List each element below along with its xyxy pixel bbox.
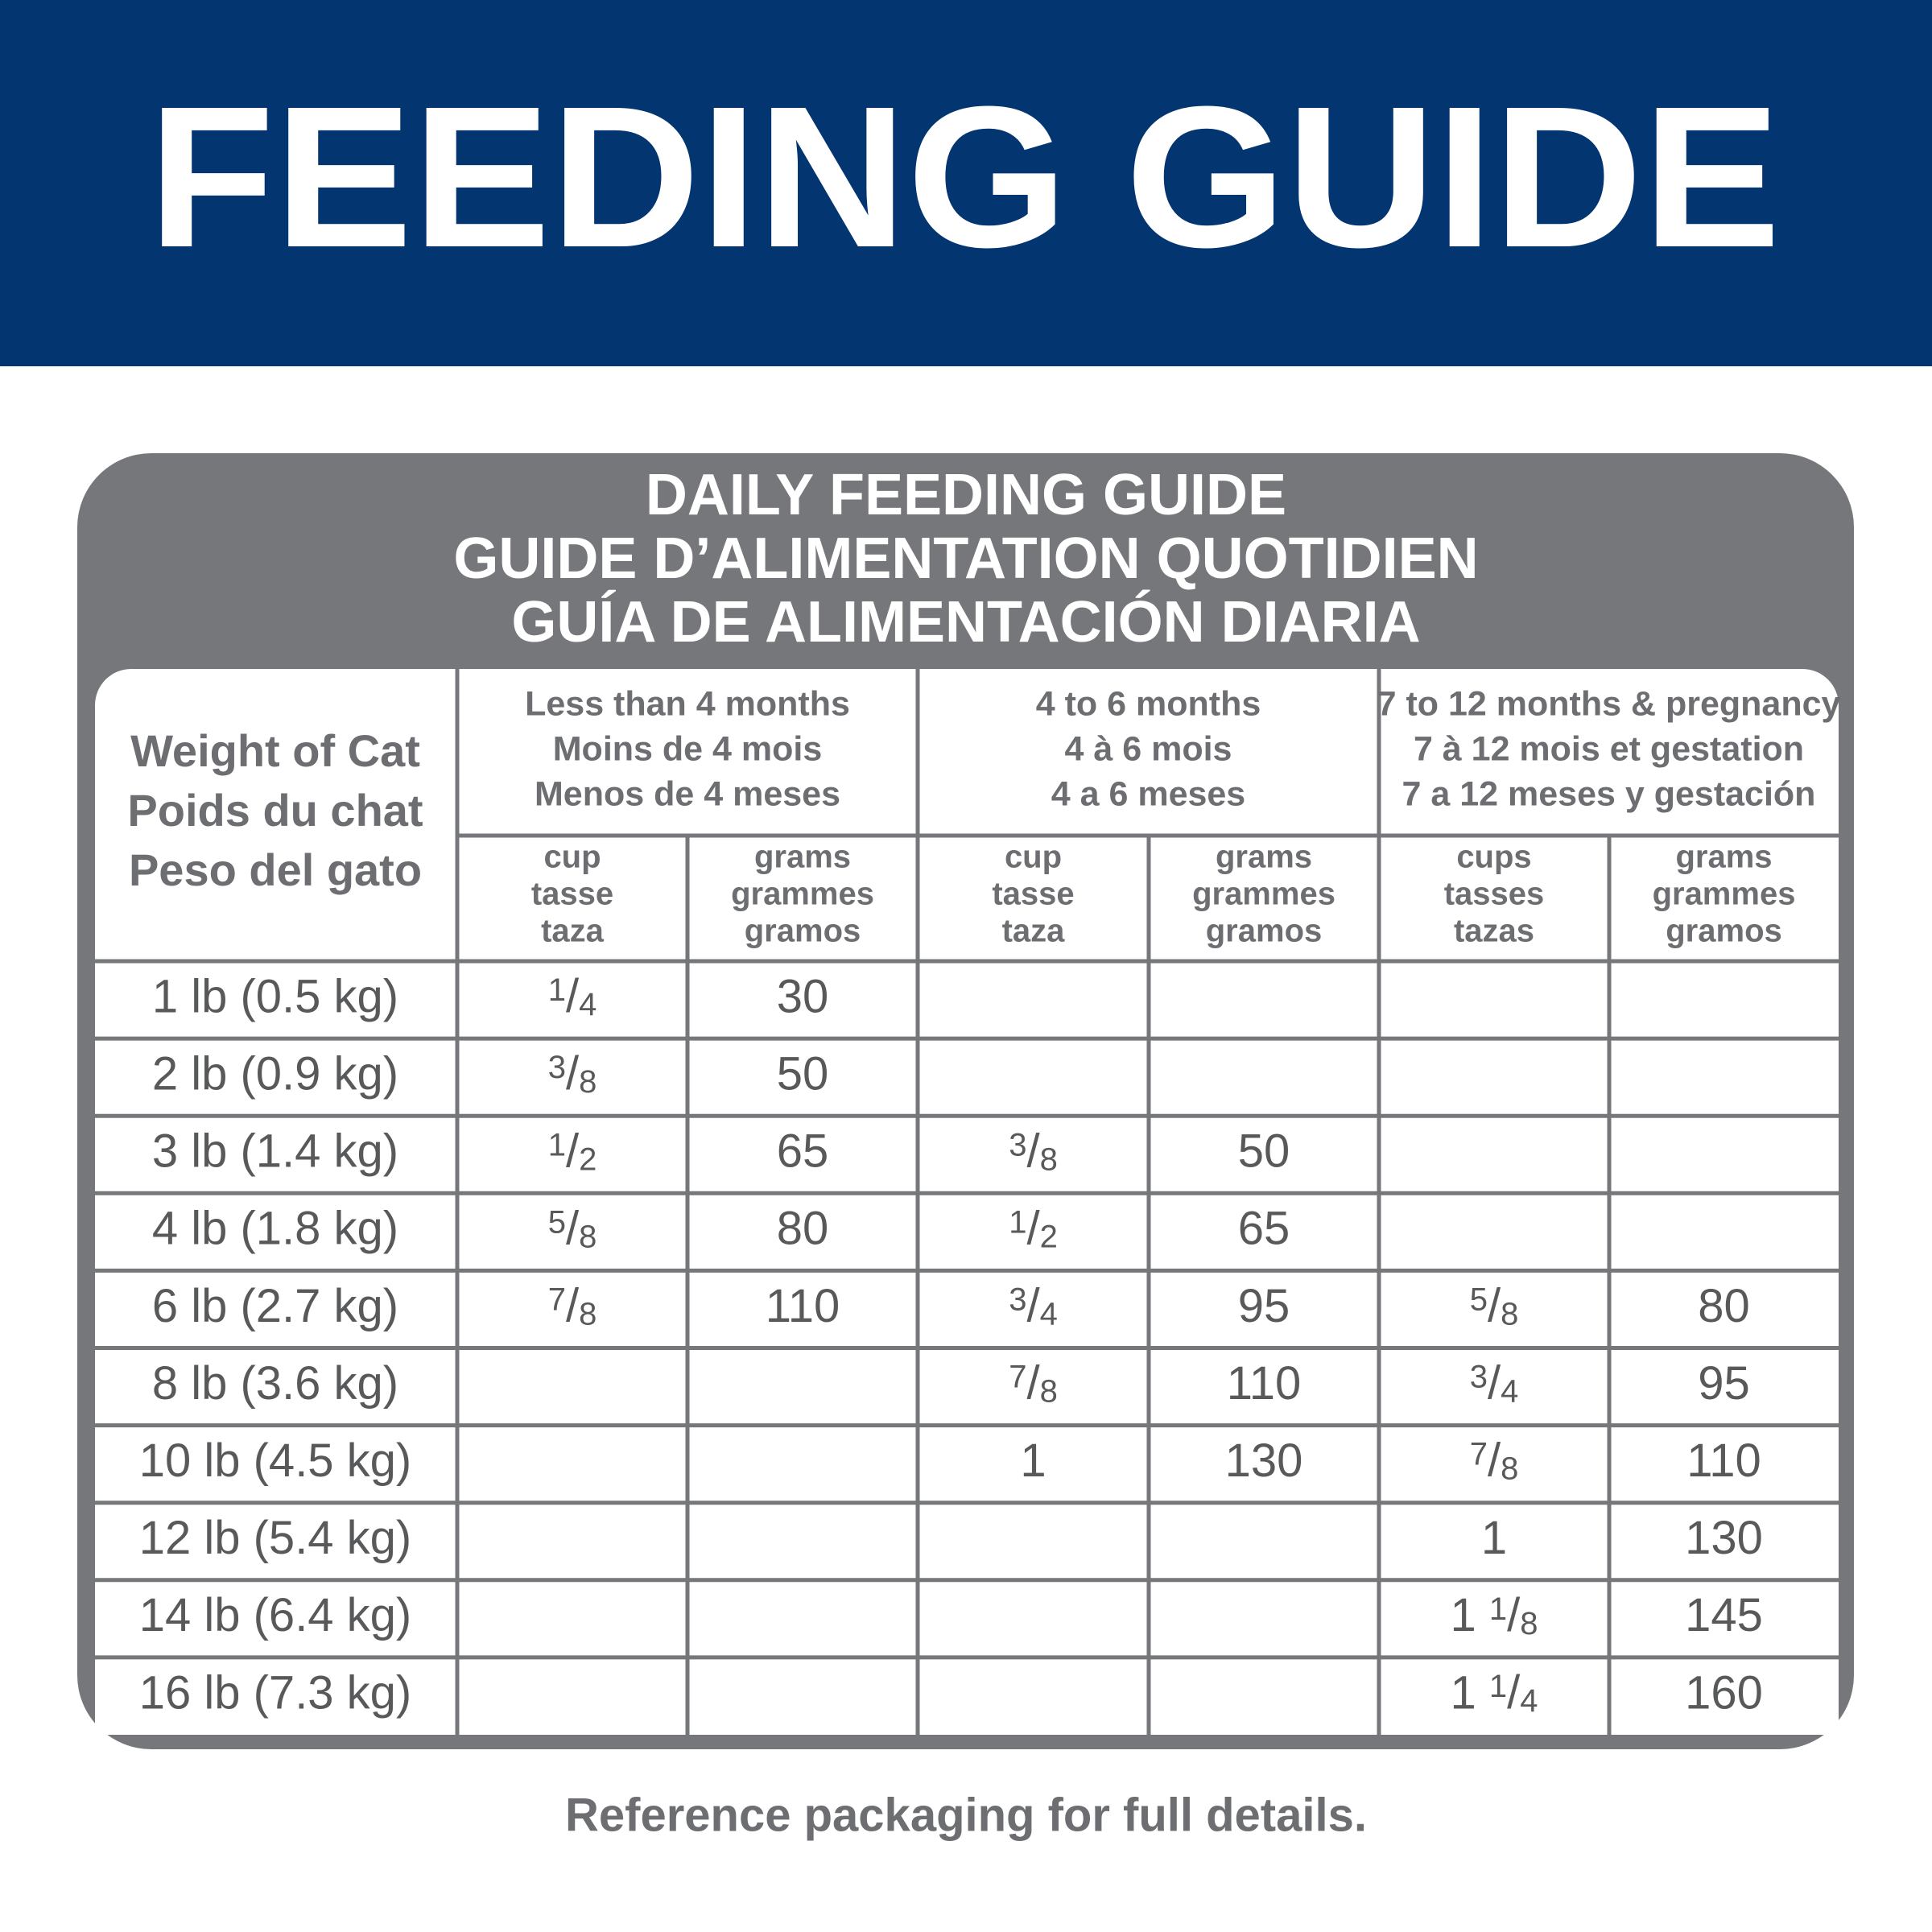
amount-cell: 7/8: [1009, 1357, 1058, 1410]
amount-cell: 1: [1481, 1512, 1507, 1564]
amount-cell: 30: [777, 970, 829, 1022]
weight-cell: 14 lb (6.4 kg): [139, 1589, 412, 1641]
amount-cell: 3/4: [1009, 1280, 1058, 1332]
amount-cell: 130: [1225, 1435, 1303, 1487]
amount-cell: 50: [1238, 1125, 1290, 1178]
amount-cell: 1/2: [1009, 1203, 1058, 1255]
panel-title-line: DAILY FEEDING GUIDE: [646, 463, 1286, 527]
age-group-label: 4 to 6 months: [1036, 684, 1261, 723]
amount-cell: 110: [766, 1280, 840, 1332]
unit-label: grams: [1675, 840, 1772, 875]
amount-cell: 7/8: [548, 1280, 597, 1332]
amount-cell: 1: [1020, 1435, 1046, 1487]
age-group-label: Moins de 4 mois: [553, 729, 823, 768]
age-group-label: Menos de 4 meses: [535, 774, 840, 813]
unit-label: grammes: [1653, 877, 1796, 912]
weight-cell: 4 lb (1.8 kg): [152, 1203, 398, 1255]
age-group-label: 4 a 6 meses: [1051, 774, 1245, 813]
weight-cell: 10 lb (4.5 kg): [139, 1435, 412, 1487]
age-group-label: 4 à 6 mois: [1065, 729, 1232, 768]
weight-cell: 8 lb (3.6 kg): [152, 1357, 398, 1410]
amount-cell: 95: [1698, 1357, 1750, 1410]
unit-label: cups: [1456, 840, 1531, 875]
unit-label: taza: [541, 914, 605, 949]
unit-label: grams: [754, 840, 851, 875]
amount-cell: 7/8: [1470, 1435, 1519, 1487]
age-group-label: Less than 4 months: [525, 684, 850, 723]
header-band: [0, 0, 1932, 366]
amount-cell: 65: [1238, 1203, 1290, 1255]
amount-cell: 110: [1227, 1357, 1301, 1410]
table-body: [95, 669, 1839, 1735]
unit-label: tasse: [531, 877, 613, 912]
unit-label: gramos: [1666, 914, 1782, 949]
unit-label: gramos: [1206, 914, 1323, 949]
amount-cell: 5/8: [548, 1203, 597, 1255]
amount-cell: 130: [1685, 1512, 1763, 1564]
weight-header-line: Peso del gato: [129, 844, 422, 895]
weight-cell: 1 lb (0.5 kg): [152, 970, 398, 1022]
amount-cell: 3/8: [548, 1047, 597, 1100]
amount-cell: 65: [777, 1125, 829, 1178]
unit-label: tazas: [1454, 914, 1534, 949]
amount-cell: 1/2: [548, 1125, 597, 1178]
age-group-label: 7 à 12 mois et gestation: [1414, 729, 1804, 768]
unit-label: grammes: [731, 877, 874, 912]
table-grid: [95, 669, 1839, 1735]
amount-cell: 80: [1698, 1280, 1750, 1332]
amount-cell: 1/4: [548, 970, 597, 1022]
panel-title-line: GUIDE D’ALIMENTATION QUOTIDIEN: [453, 526, 1478, 591]
weight-cell: 12 lb (5.4 kg): [139, 1512, 412, 1564]
amount-cell: 160: [1685, 1666, 1763, 1719]
unit-label: taza: [1002, 914, 1066, 949]
amount-cell: 145: [1685, 1589, 1763, 1641]
age-group-label: 7 to 12 months & pregnancy: [1377, 684, 1841, 723]
unit-label: tasse: [992, 877, 1074, 912]
weight-cell: 6 lb (2.7 kg): [152, 1280, 398, 1332]
amount-cell: 80: [777, 1203, 829, 1255]
weight-cell: 16 lb (7.3 kg): [139, 1666, 412, 1719]
weight-header-line: Weight of Cat: [130, 725, 420, 776]
amount-cell: 110: [1686, 1435, 1761, 1487]
panel-title-line: GUÍA DE ALIMENTACIÓN DIARIA: [511, 589, 1420, 654]
unit-label: gramos: [745, 914, 861, 949]
age-group-label: 7 a 12 meses y gestación: [1402, 774, 1816, 813]
footer-note: Reference packaging for full details.: [565, 1789, 1367, 1841]
header-title: FEEDING GUIDE: [148, 64, 1781, 289]
weight-cell: 3 lb (1.4 kg): [152, 1125, 398, 1178]
amount-cell: 5/8: [1470, 1280, 1519, 1332]
unit-label: cup: [543, 840, 601, 875]
unit-label: cup: [1005, 840, 1062, 875]
weight-cell: 2 lb (0.9 kg): [152, 1047, 398, 1100]
amount-cell: 50: [777, 1047, 829, 1100]
weight-header-line: Poids du chat: [127, 785, 423, 836]
amount-cell: 95: [1238, 1280, 1290, 1332]
unit-label: tasses: [1444, 877, 1545, 912]
amount-cell: 3/8: [1009, 1125, 1058, 1178]
unit-label: grams: [1216, 840, 1312, 875]
amount-cell: 3/4: [1470, 1357, 1519, 1410]
unit-label: grammes: [1192, 877, 1335, 912]
